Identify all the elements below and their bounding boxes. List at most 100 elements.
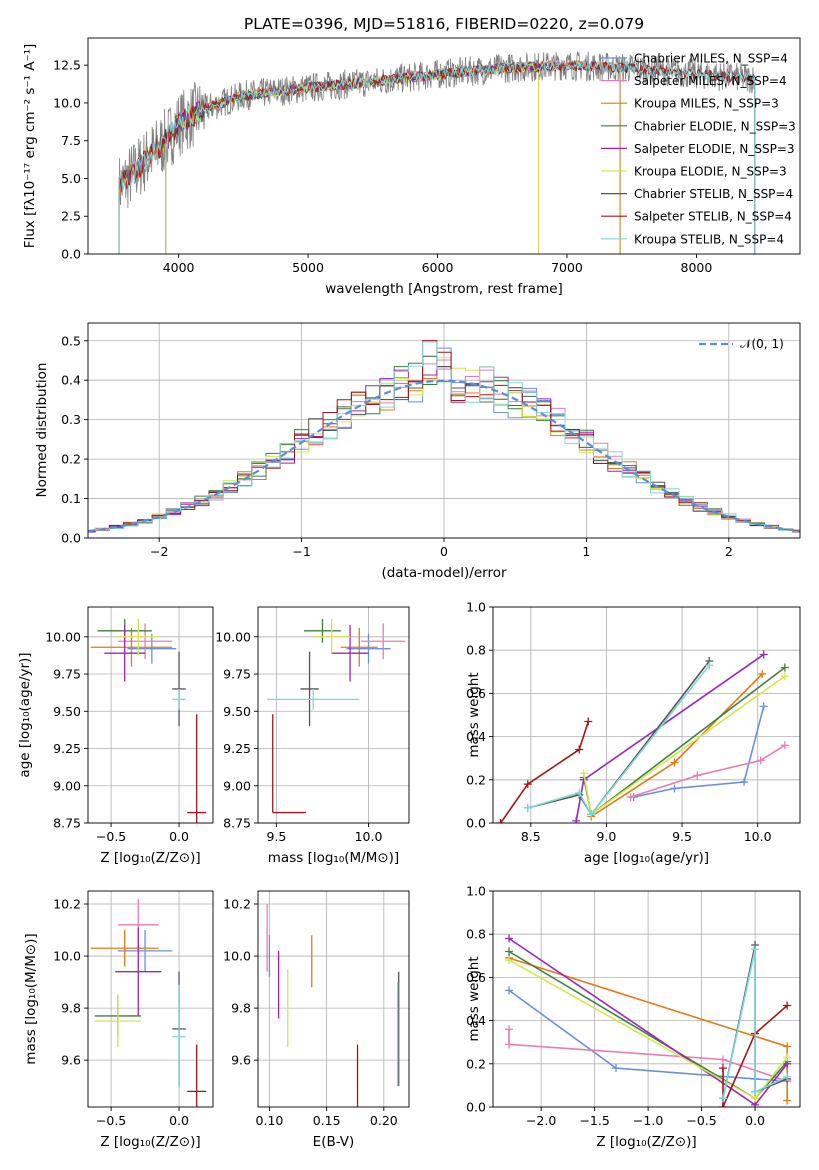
errorbar-kroupa_elodie	[117, 618, 159, 655]
grid-age_vs_Z	[88, 607, 213, 824]
grid-mass_vs_Z	[88, 891, 213, 1107]
y-tick-label: 9.75	[223, 667, 251, 682]
errorbar-kroupa_miles	[340, 627, 378, 667]
series-line-kroupa_stelib	[722, 949, 788, 1099]
data-point-salpeter_stelib	[496, 819, 505, 823]
y-tick-label: 8.75	[223, 816, 251, 831]
plot-area-residuals	[88, 340, 800, 533]
y-tick-label: 9.75	[53, 667, 81, 682]
y-tick-label: 9.25	[223, 741, 251, 756]
axes-frame	[87, 606, 214, 824]
y-axis-label: Flux [fλ10⁻¹⁷ erg cm⁻² s⁻¹ A⁻¹]	[22, 44, 38, 249]
errorbar-chabrier_miles	[346, 633, 391, 664]
x-tick-label: −1.0	[633, 1113, 663, 1128]
chart-title: PLATE=0396, MJD=51816, FIBERID=0220, z=0…	[244, 15, 644, 33]
axes-frame	[257, 606, 410, 824]
x-tick-label: 0.0	[745, 1113, 765, 1128]
x-tick-label: −1	[292, 544, 310, 559]
errorbar-chabrier_miles	[117, 930, 173, 972]
errorbar-kroupa_miles	[90, 930, 159, 967]
errorbar-kroupa_elodie	[94, 995, 141, 1048]
y-tick-label: 0.2	[466, 772, 486, 787]
errorbar-salpeter_elodie	[331, 624, 369, 682]
data-point-chabrier_elodie	[505, 947, 514, 956]
y-tick-label: 0.6	[466, 970, 486, 985]
y-tick-label: 0.6	[466, 686, 486, 701]
data-point-salpeter_elodie	[572, 816, 581, 823]
panel-residuals: −2 −1 0 1 2 0.0 0.1 0.2 0.3 0.4 0.5 (data-model)/er…	[34, 322, 801, 581]
panel-age_vs_Z: −0.5 0.0 8.75 9.00 9.25 9.50 9.75 10.00 Z [log₁₀…	[17, 606, 214, 866]
panel-spectrum: 4000 5000 6000 7000 8000 0.0 2.5 5.0 7.5 10.0 12.5…	[22, 15, 801, 297]
axes-frame	[492, 890, 801, 1108]
x-tick-label: 9.5	[672, 829, 692, 844]
data-point-kroupa_elodie	[579, 769, 588, 778]
y-tick-label: 9.8	[231, 1001, 251, 1016]
y-tick-label: 0.4	[466, 1013, 486, 1028]
x-tick-label: −2	[150, 544, 168, 559]
y-tick-label: 0.8	[466, 643, 486, 658]
panel-mass_weight_vs_age: 8.5 9.0 9.5 10.0 0.0 0.2 0.4 0.6 0.8 1.0 age [log₁…	[466, 600, 801, 866]
data-point-chabrier_miles	[505, 986, 514, 995]
data-point-salpeter_elodie	[505, 934, 514, 943]
errorbar-kroupa_elodie	[313, 618, 351, 655]
y-tick-label: 7.5	[61, 133, 81, 148]
y-tick-label: 10.2	[223, 897, 251, 912]
data-point-kroupa_miles	[758, 669, 767, 678]
x-axis-label: wavelength [Angstrom, rest frame]	[325, 281, 563, 297]
y-tick-label: 0.3	[61, 412, 81, 427]
errorbar-chabrier_stelib	[300, 651, 319, 727]
series-line-salpeter_elodie	[575, 653, 765, 821]
y-tick-label: 12.5	[53, 58, 81, 73]
normal-reference-curve	[88, 379, 800, 533]
data-point-kroupa_stelib	[783, 1072, 792, 1081]
plot-area-age_vs_mass	[267, 618, 406, 814]
x-tick-label: 0.0	[169, 829, 189, 844]
y-tick-label: 10.00	[45, 629, 81, 644]
data-point-kroupa_stelib	[523, 803, 532, 812]
y-tick-label: 10.0	[223, 949, 251, 964]
x-tick-label: −0.5	[686, 1113, 716, 1128]
x-axis-label: Z [log₁₀(Z/Z⊙)]	[596, 1134, 696, 1150]
model-spectrum-chabrier_elodie	[165, 61, 539, 254]
x-tick-label: 8000	[681, 260, 713, 275]
plot-area-mass_weight_vs_Z	[505, 934, 792, 1107]
errorbar-salpeter_elodie	[104, 624, 146, 682]
data-point-salpeter_stelib	[575, 745, 584, 754]
x-tick-label: 5000	[292, 260, 324, 275]
grid-age_vs_mass	[258, 607, 409, 824]
y-tick-label: 8.75	[53, 816, 81, 831]
y-axis-label: mass weight	[466, 956, 482, 1041]
errorbar-salpeter_stelib	[187, 1044, 207, 1107]
y-tick-label: 1.0	[466, 884, 486, 899]
y-tick-label: 9.8	[61, 1001, 81, 1016]
data-point-kroupa_stelib	[751, 945, 760, 954]
data-point-kroupa_miles	[783, 1042, 792, 1051]
panel-age_vs_mass: 9.5 10.0 8.75 9.00 9.25 9.50 9.75 10.00 mass [lo…	[215, 606, 410, 866]
data-point-kroupa_stelib	[705, 661, 714, 670]
data-point-kroupa_stelib	[751, 1087, 760, 1096]
y-tick-label: 5.0	[61, 171, 81, 186]
y-tick-label: 0.0	[61, 247, 81, 262]
y-axis-label: Normed distribution	[34, 363, 50, 498]
y-tick-label: 1.0	[466, 600, 486, 615]
plot-area-mass_vs_ebv	[266, 904, 400, 1107]
legend-entry: Chabrier MILES, N_SSP=4	[634, 52, 788, 66]
data-point-chabrier_miles	[740, 777, 749, 786]
data-point-salpeter_miles	[505, 1025, 514, 1034]
data-point-salpeter_miles	[718, 1055, 727, 1064]
y-tick-label: 0.5	[61, 333, 81, 348]
errorbar-salpeter_stelib	[187, 714, 207, 823]
x-tick-label: −0.5	[96, 829, 126, 844]
y-tick-label: 9.00	[223, 778, 251, 793]
legend-entry: Chabrier STELIB, N_SSP=4	[634, 187, 793, 201]
plot-area-spectrum	[118, 51, 756, 254]
x-tick-label: 0.20	[370, 1113, 398, 1128]
y-tick-label: 0.0	[466, 1100, 486, 1115]
x-axis-label: Z [log₁₀(Z/Z⊙)]	[100, 850, 200, 866]
errorbar-salpeter_elodie	[115, 927, 162, 1016]
x-tick-label: 10.0	[744, 829, 772, 844]
model-spectrum-salpeter_elodie	[165, 62, 539, 254]
data-point-kroupa_stelib	[718, 1094, 727, 1103]
legend-entry: Salpeter STELIB, N_SSP=4	[634, 210, 792, 224]
